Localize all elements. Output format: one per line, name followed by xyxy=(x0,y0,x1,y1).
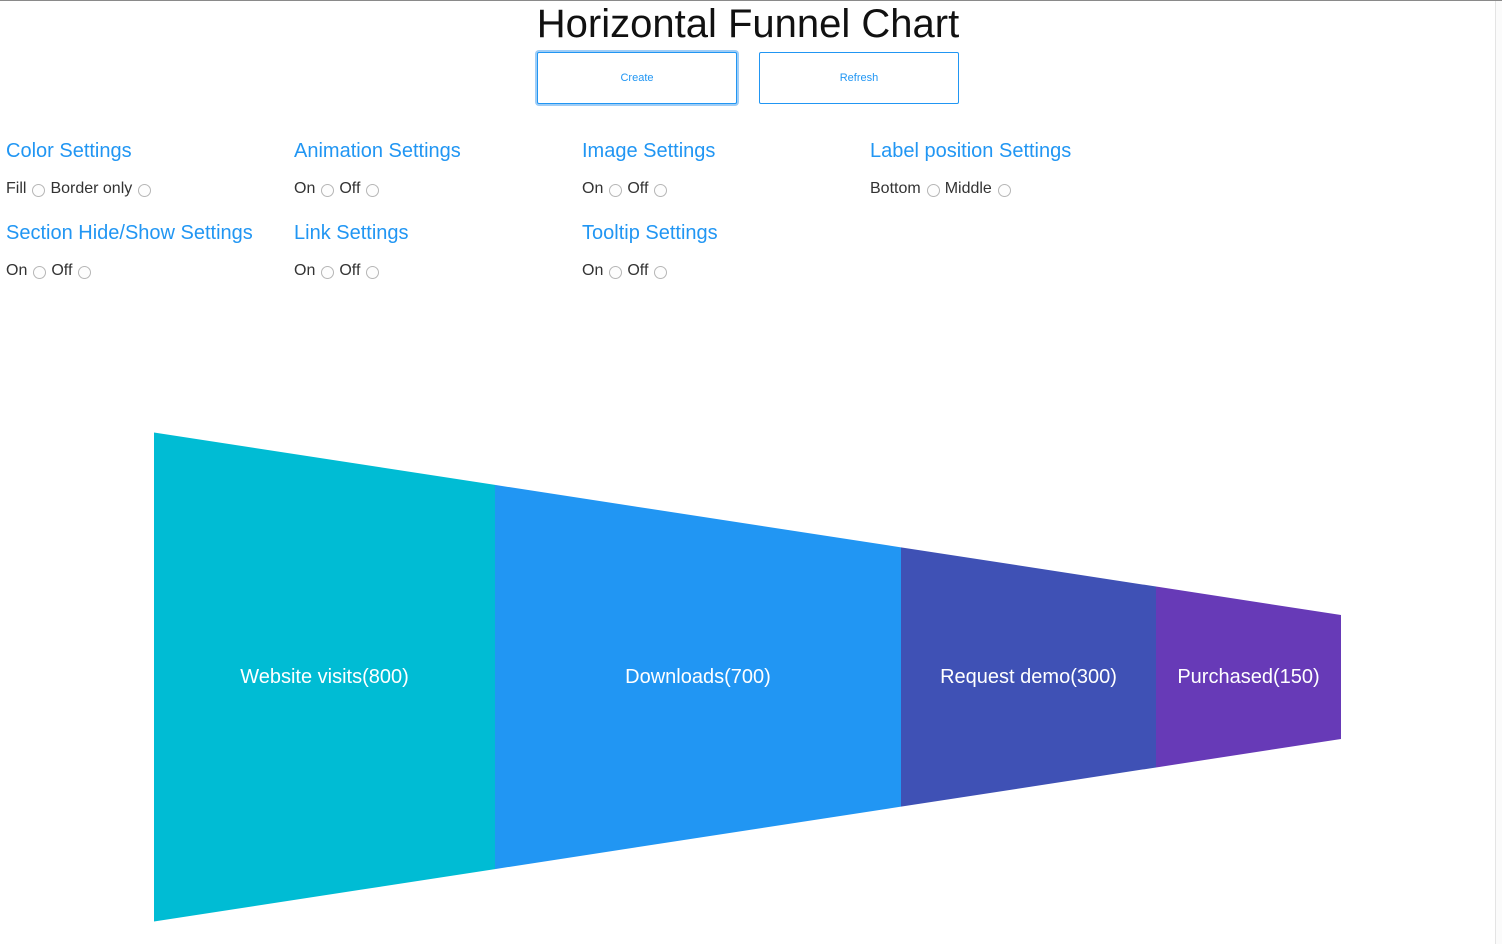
section-off-radio[interactable] xyxy=(78,266,92,279)
page-title: Horizontal Funnel Chart xyxy=(536,2,960,46)
label-position-settings-title: Label position Settings xyxy=(870,140,1072,162)
animation-settings: Animation Settings On Off xyxy=(294,139,579,199)
bottom-option-label: Bottom xyxy=(870,180,921,197)
funnel-label-website-visits: Website visits(800) xyxy=(240,666,409,688)
link-on-radio[interactable] xyxy=(321,266,335,279)
fill-option-label: Fill xyxy=(6,180,27,197)
bottom-radio[interactable] xyxy=(926,184,940,197)
funnel-section-website-visits[interactable] xyxy=(154,432,495,922)
middle-option-label: Middle xyxy=(944,180,992,197)
funnel-label-downloads: Downloads(700) xyxy=(625,666,771,688)
animation-settings-options: On Off xyxy=(294,179,579,199)
animation-on-radio[interactable] xyxy=(321,184,335,197)
color-settings: Color Settings Fill Border only xyxy=(6,139,291,199)
link-settings: Link Settings On Off xyxy=(294,221,579,281)
color-settings-options: Fill Border only xyxy=(6,179,291,199)
animation-off-label: Off xyxy=(339,180,361,197)
middle-radio[interactable] xyxy=(997,184,1011,197)
fill-radio[interactable] xyxy=(32,184,46,197)
section-hide-show-settings-options: On Off xyxy=(6,261,291,281)
image-on-label: On xyxy=(582,180,604,197)
image-on-radio[interactable] xyxy=(609,184,623,197)
vertical-scrollbar[interactable] xyxy=(1495,1,1502,944)
label-position-settings: Label position Settings Bottom Middle xyxy=(870,139,1155,199)
tooltip-off-label: Off xyxy=(627,262,649,279)
link-off-label: Off xyxy=(339,262,361,279)
label-position-settings-options: Bottom Middle xyxy=(870,179,1155,199)
animation-settings-title: Animation Settings xyxy=(294,140,461,162)
link-on-label: On xyxy=(294,262,316,279)
animation-off-radio[interactable] xyxy=(366,184,380,197)
section-on-radio[interactable] xyxy=(33,266,47,279)
image-settings-options: On Off xyxy=(582,179,867,199)
tooltip-settings-title: Tooltip Settings xyxy=(582,222,718,244)
create-button[interactable]: Create xyxy=(537,52,737,104)
funnel-section-request-demo[interactable] xyxy=(901,547,1156,807)
link-settings-options: On Off xyxy=(294,261,579,281)
border-only-radio[interactable] xyxy=(138,184,152,197)
image-off-radio[interactable] xyxy=(654,184,668,197)
image-off-label: Off xyxy=(627,180,649,197)
section-hide-show-settings-title: Section Hide/Show Settings xyxy=(6,222,253,244)
funnel-label-purchased: Purchased(150) xyxy=(1177,666,1319,688)
tooltip-settings: Tooltip Settings On Off xyxy=(582,221,867,281)
refresh-button[interactable]: Refresh xyxy=(759,52,959,104)
section-on-label: On xyxy=(6,262,28,279)
tooltip-settings-options: On Off xyxy=(582,261,867,281)
funnel-section-purchased[interactable] xyxy=(1156,586,1341,768)
image-settings: Image Settings On Off xyxy=(582,139,867,199)
link-settings-title: Link Settings xyxy=(294,222,409,244)
border-only-option-label: Border only xyxy=(50,180,133,197)
funnel-labels: Website visits(800) Downloads(700) Request… xyxy=(240,666,1319,688)
funnel-section-downloads[interactable] xyxy=(495,484,901,870)
section-off-label: Off xyxy=(51,262,73,279)
funnel-label-request-demo: Request demo(300) xyxy=(940,666,1117,688)
image-settings-title: Image Settings xyxy=(582,140,716,162)
link-off-radio[interactable] xyxy=(366,266,380,279)
animation-on-label: On xyxy=(294,180,316,197)
color-settings-title: Color Settings xyxy=(6,140,132,162)
section-hide-show-settings: Section Hide/Show Settings On Off xyxy=(6,221,291,281)
tooltip-on-label: On xyxy=(582,262,604,279)
tooltip-off-radio[interactable] xyxy=(654,266,668,279)
tooltip-on-radio[interactable] xyxy=(609,266,623,279)
funnel-segments xyxy=(154,432,1341,922)
